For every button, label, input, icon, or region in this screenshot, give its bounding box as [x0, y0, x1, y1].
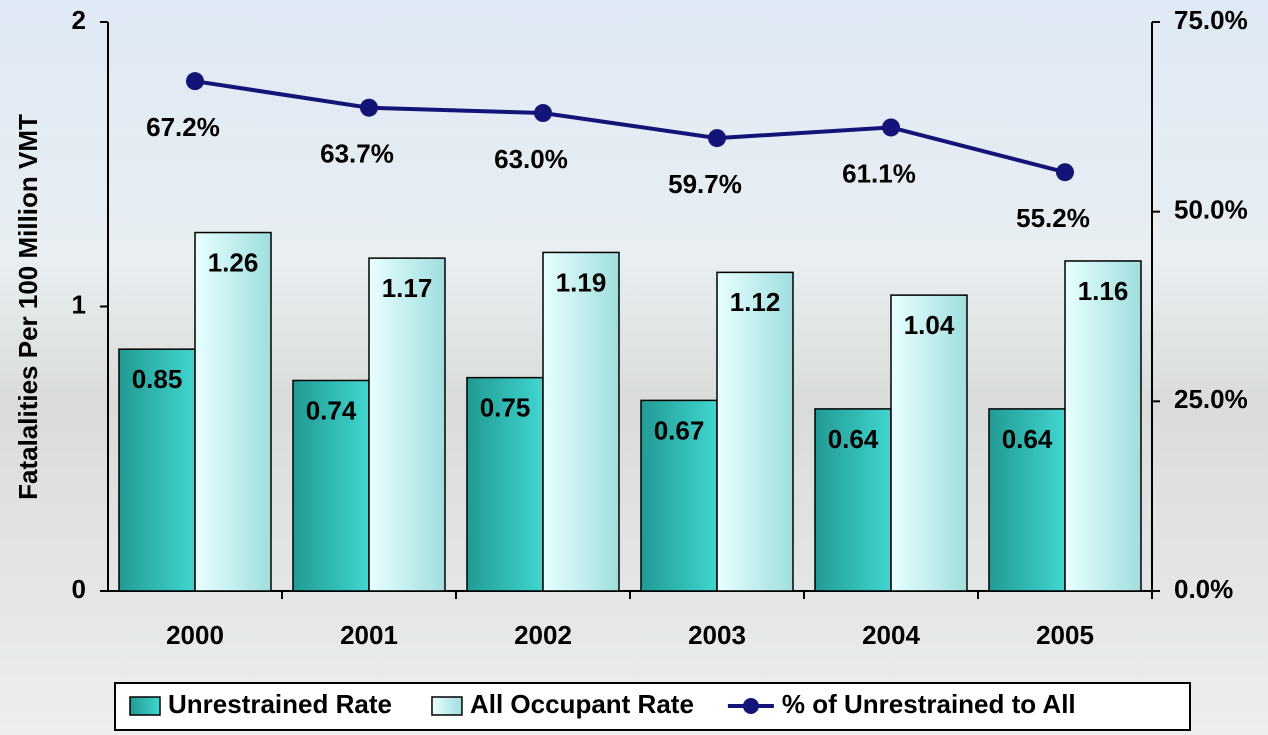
- bar: [368, 257, 446, 592]
- legend-swatch: [129, 696, 161, 716]
- legend-label: All Occupant Rate: [470, 689, 694, 719]
- line-label: 67.2%: [146, 112, 220, 142]
- bar-label: 0.74: [306, 395, 357, 425]
- bar-label: 0.75: [480, 393, 531, 423]
- line-label: 63.7%: [320, 139, 394, 169]
- bar: [716, 271, 794, 592]
- bar-label: 0.64: [1002, 424, 1053, 454]
- bar: [118, 348, 196, 592]
- legend-swatch: [431, 696, 463, 716]
- x-tick-label: 2003: [688, 620, 746, 650]
- bar-label: 0.85: [132, 364, 183, 394]
- line-label: 55.2%: [1016, 203, 1090, 233]
- bar: [292, 379, 370, 592]
- y2-tick-label: 75.0%: [1174, 5, 1248, 35]
- line-marker: [708, 129, 726, 148]
- legend-label: Unrestrained Rate: [168, 689, 392, 719]
- x-tick-label: 2001: [340, 620, 398, 650]
- bar: [542, 251, 620, 592]
- line-label: 63.0%: [494, 144, 568, 174]
- line: [194, 79, 1066, 175]
- y2-tick-label: 25.0%: [1174, 384, 1248, 414]
- line-label: 61.1%: [842, 158, 916, 188]
- bar: [194, 231, 272, 592]
- bar-label: 0.64: [828, 424, 879, 454]
- bar-label: 1.17: [382, 273, 433, 303]
- y-axis-title: Fatalalities Per 100 Million VMT: [13, 114, 43, 500]
- legend-swatch: [742, 698, 759, 714]
- bar: [988, 408, 1066, 592]
- bar: [890, 294, 968, 592]
- legend: [114, 682, 1191, 731]
- y-tick-label: 2: [72, 5, 86, 35]
- line-marker: [1056, 163, 1074, 182]
- x-tick-label: 2002: [514, 620, 572, 650]
- y2-tick-label: 50.0%: [1174, 195, 1248, 225]
- y-tick-label: 1: [72, 289, 86, 319]
- x-tick-label: 2004: [862, 620, 920, 650]
- bar: [466, 376, 544, 592]
- bar: [640, 399, 718, 592]
- x-tick-label: 2005: [1036, 620, 1094, 650]
- line-marker: [882, 118, 900, 137]
- bar-label: 1.04: [904, 310, 955, 340]
- bar: [1064, 260, 1142, 592]
- line-label: 59.7%: [668, 169, 742, 199]
- bar-label: 1.19: [556, 267, 607, 297]
- bar: [814, 408, 892, 592]
- line-marker: [186, 72, 204, 91]
- line-marker: [534, 104, 552, 123]
- line-marker: [360, 98, 378, 117]
- x-tick-label: 2000: [166, 620, 224, 650]
- bar-label: 0.67: [654, 415, 705, 445]
- bar-label: 1.16: [1078, 276, 1129, 306]
- y2-tick-label: 0.0%: [1174, 574, 1233, 604]
- bar-label: 1.12: [730, 287, 781, 317]
- y-tick-label: 0: [72, 574, 86, 604]
- legend-label: % of Unrestrained to All: [782, 689, 1076, 719]
- bar-label: 1.26: [208, 247, 259, 277]
